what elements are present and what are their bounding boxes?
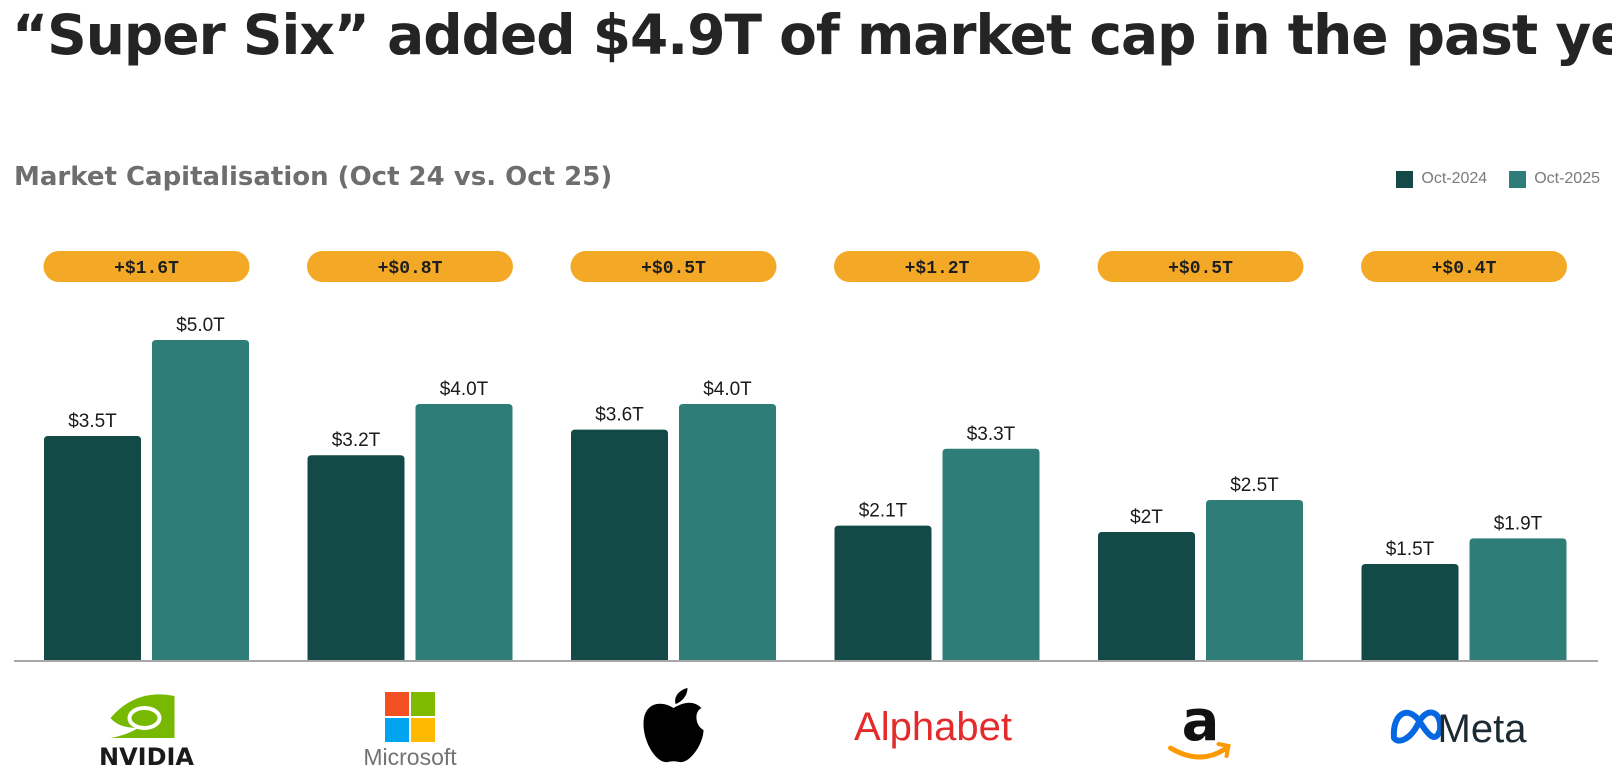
microsoft-yellow-square-icon [411, 718, 435, 742]
change-pill-amazon [1097, 251, 1304, 282]
value-label-microsoft-oct-2024: $3.2T [332, 430, 381, 451]
microsoft-red-square-icon [385, 692, 409, 716]
value-label-amazon-oct-2024: $2T [1130, 507, 1163, 528]
bar-meta-oct-2025 [1469, 538, 1567, 660]
nvidia-logo-text: NVIDIA [99, 743, 194, 771]
change-label-nvidia: +$1.6T [114, 259, 179, 279]
alphabet-logo-text: Alphabet [854, 705, 1012, 749]
bar-alphabet-oct-2024 [834, 525, 932, 660]
change-label-apple: +$0.5T [641, 259, 706, 279]
change-label-alphabet: +$1.2T [905, 259, 970, 279]
microsoft-blue-square-icon [385, 718, 409, 742]
microsoft-logo-text: Microsoft [363, 744, 457, 770]
bar-nvidia-oct-2024 [44, 436, 141, 660]
legend-label-oct-2025: Oct-2025 [1534, 170, 1600, 187]
change-pill-nvidia [43, 251, 250, 282]
legend-swatch-oct-2025 [1509, 170, 1527, 188]
meta-logo-text: Meta [1438, 707, 1528, 751]
meta-infinity-icon [1390, 709, 1444, 744]
value-label-nvidia-oct-2024: $3.5T [68, 411, 117, 432]
headline: “Super Six” added $4.9T of market cap in… [12, 3, 1612, 67]
change-pill-alphabet [834, 251, 1040, 282]
legend-label-oct-2024: Oct-2024 [1421, 170, 1488, 187]
nvidia-logo [110, 694, 175, 738]
change-pill-microsoft [307, 251, 513, 282]
chart-title: Market Capitalisation (Oct 24 vs. Oct 25… [14, 162, 613, 192]
bar-apple-oct-2025 [679, 404, 776, 660]
apple-logo-icon [643, 702, 704, 763]
value-label-microsoft-oct-2025: $4.0T [440, 379, 489, 400]
change-label-microsoft: +$0.8T [378, 259, 443, 279]
value-label-nvidia-oct-2025: $5.0T [176, 315, 225, 336]
legend-swatch-oct-2024 [1396, 170, 1414, 188]
value-label-amazon-oct-2025: $2.5T [1230, 475, 1279, 496]
bar-meta-oct-2024 [1361, 564, 1459, 660]
nvidia-eye-swirl-icon [127, 706, 162, 730]
change-label-meta: +$0.4T [1432, 259, 1497, 279]
value-label-meta-oct-2024: $1.5T [1386, 539, 1435, 560]
value-label-meta-oct-2025: $1.9T [1494, 513, 1543, 534]
nvidia-eye-icon [110, 694, 175, 738]
bar-alphabet-oct-2025 [942, 448, 1040, 660]
bar-amazon-oct-2024 [1098, 532, 1195, 660]
amazon-arrow-icon [1216, 742, 1231, 758]
legend: Oct-2024 Oct-2025 [1396, 170, 1600, 188]
bar-microsoft-oct-2025 [415, 404, 513, 660]
value-label-apple-oct-2025: $4.0T [703, 379, 752, 400]
amazon-logo-text: a [1182, 689, 1220, 754]
value-label-alphabet-oct-2025: $3.3T [967, 424, 1016, 445]
legend-item-oct-2025: Oct-2025 [1509, 170, 1600, 188]
value-label-alphabet-oct-2024: $2.1T [859, 501, 908, 522]
microsoft-green-square-icon [411, 692, 435, 716]
bar-microsoft-oct-2024 [307, 455, 405, 660]
legend-item-oct-2024: Oct-2024 [1396, 170, 1487, 188]
amazon-smile-icon [1168, 745, 1229, 760]
change-pill-meta [1361, 251, 1567, 282]
bar-amazon-oct-2025 [1206, 500, 1303, 660]
value-label-apple-oct-2024: $3.6T [595, 405, 644, 426]
change-pill-apple [570, 251, 777, 282]
bar-nvidia-oct-2025 [152, 340, 249, 660]
apple-leaf-icon [675, 688, 688, 704]
bar-apple-oct-2024 [571, 429, 668, 660]
change-label-amazon: +$0.5T [1168, 259, 1233, 279]
